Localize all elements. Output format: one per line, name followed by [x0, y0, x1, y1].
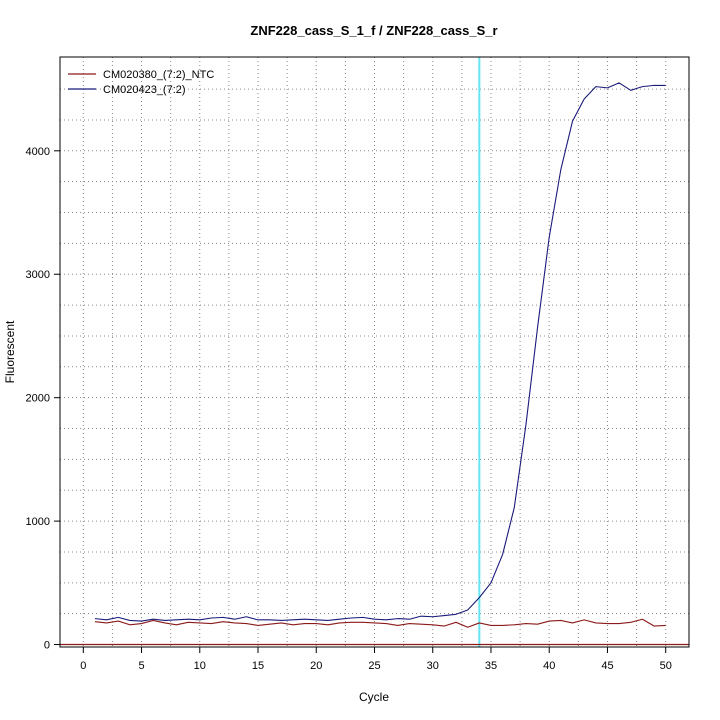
x-tick-label: 45	[601, 660, 613, 672]
x-tick-label: 20	[310, 660, 322, 672]
series-line-2	[94, 82, 666, 622]
x-tick-label: 50	[660, 660, 672, 672]
x-tick-label: 35	[485, 660, 497, 672]
x-tick-label: 30	[427, 660, 439, 672]
series-line-1	[94, 618, 666, 628]
legend-label-1: CM020380_(7:2)_NTC	[103, 69, 214, 81]
x-tick-label: 5	[138, 660, 144, 672]
legend: CM020380_(7:2)_NTC CM020423_(7:2)	[68, 69, 214, 96]
chart-title: ZNF228_cass_S_1_f / ZNF228_cass_S_r	[250, 23, 497, 38]
x-axis-title: Cycle	[359, 690, 389, 704]
y-tick-label: 0	[44, 640, 50, 652]
legend-label-2: CM020423_(7:2)	[103, 84, 186, 96]
x-tick-label: 15	[252, 660, 264, 672]
series-layer	[94, 82, 666, 628]
threshold-layer	[60, 57, 689, 647]
x-tick-label: 40	[543, 660, 555, 672]
y-axis: 0 1000 2000 3000 4000	[26, 146, 60, 652]
x-tick-label: 25	[368, 660, 380, 672]
grid	[60, 57, 689, 647]
y-tick-label: 4000	[26, 146, 50, 158]
y-tick-label: 2000	[26, 393, 50, 405]
y-tick-label: 3000	[26, 269, 50, 281]
x-tick-label: 10	[194, 660, 206, 672]
y-tick-label: 1000	[26, 516, 50, 528]
x-tick-label: 0	[80, 660, 86, 672]
y-axis-title: Fluorescent	[3, 320, 17, 383]
x-axis: 0 5 10 15 20 25 30 35 40 45 50	[80, 647, 672, 672]
